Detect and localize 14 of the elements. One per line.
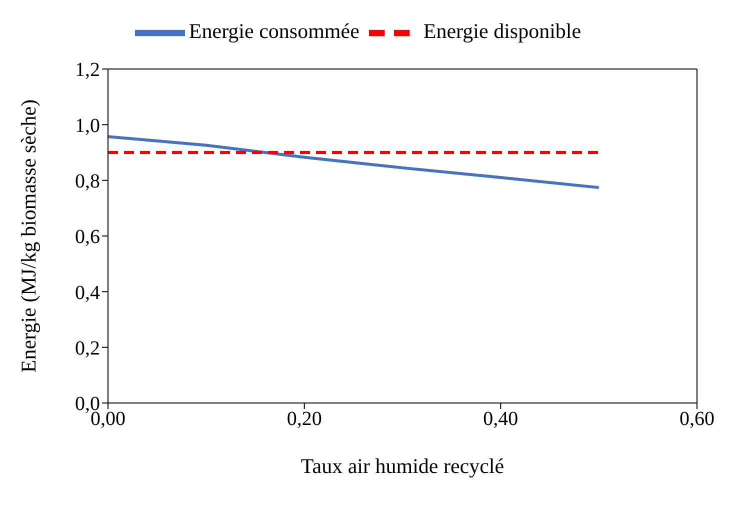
line-series — [108, 135, 600, 190]
legend-label: Energie consommée — [188, 18, 360, 43]
x-tick-label: 0,60 — [680, 408, 714, 430]
x-tick-label: 0,40 — [483, 408, 518, 430]
y-tick-label: 0,4 — [75, 282, 100, 304]
y-tick-label: 1,2 — [75, 59, 100, 82]
x-tick-label: 0,20 — [286, 408, 322, 430]
x-axis-title: Taux air humide recyclé — [300, 454, 504, 478]
y-tick-label: 0,8 — [75, 170, 100, 192]
y-axis-title: Energie (MJ/kg biomasse sèche) — [16, 99, 40, 373]
legend-label: Energie disponible — [423, 18, 582, 43]
y-tick-label: 0,6 — [75, 226, 100, 248]
y-tick-label: 0,2 — [75, 337, 100, 360]
y-tick-label: 1,0 — [75, 114, 100, 137]
